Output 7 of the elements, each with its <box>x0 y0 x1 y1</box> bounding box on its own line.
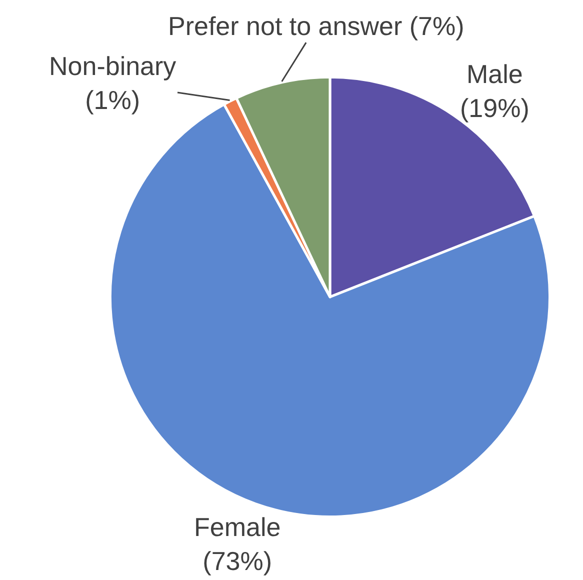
slice-label: Non-binary <box>49 51 176 81</box>
slice-label: Female <box>194 512 281 542</box>
slice-label: Prefer not to answer (7%) <box>168 11 464 41</box>
data-label: (73%) <box>202 546 272 576</box>
data-label: (1%) <box>85 84 140 115</box>
slice-label: Male <box>466 59 523 89</box>
data-label: (19%) <box>460 92 530 123</box>
